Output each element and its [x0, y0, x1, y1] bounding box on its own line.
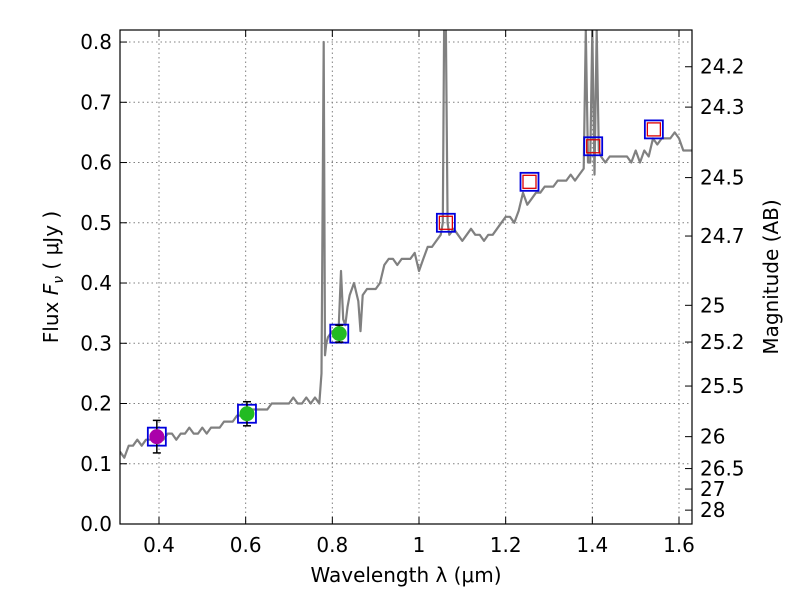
model-flux-box: [519, 171, 540, 192]
observed-flux-point: [438, 215, 454, 230]
y-tick-label: 0.4: [80, 271, 112, 295]
x-tick-label: 0.8: [316, 533, 348, 557]
y2-tick-label: 24.2: [700, 55, 745, 79]
y-tick-label: 0.7: [80, 90, 112, 114]
x-tick-label: 1.6: [663, 533, 695, 557]
y2-tick-label: 25.2: [700, 330, 745, 354]
y-tick-label: 0.3: [80, 331, 112, 355]
y2-tick-label: 24.3: [700, 95, 745, 119]
x-tick-label: 0.6: [230, 533, 262, 557]
observed-flux-point: [239, 406, 255, 422]
x-axis-label: Wavelength λ (μm): [310, 563, 501, 587]
observed-flux-point: [586, 139, 601, 154]
y-axis-label-variable: F: [39, 283, 63, 295]
plot-frame: [119, 29, 693, 525]
series-layer: [120, 30, 692, 459]
y2-tick-label: 26: [700, 425, 725, 449]
y-tick-label: 0.8: [80, 30, 112, 54]
y-axis-label: Flux Fν ( μJy ): [39, 211, 67, 343]
photometry-layer: [146, 119, 664, 454]
y2-tick-label: 25: [700, 293, 725, 317]
x-tick-label: 1: [413, 533, 426, 557]
observed-flux-point: [522, 174, 537, 189]
model-flux-box: [643, 119, 664, 140]
x-tick-label: 0.4: [143, 533, 175, 557]
y2-tick-label: 24.5: [700, 166, 745, 190]
model-flux-box: [583, 136, 604, 157]
y-tick-label: 0.5: [80, 211, 112, 235]
observed-flux-point: [331, 326, 347, 342]
y-axis-label-suffix: ( μJy ): [39, 211, 63, 276]
observed-flux-point: [149, 429, 165, 445]
observed-flux-point: [646, 122, 662, 137]
y2-tick-label: 25.5: [700, 374, 745, 398]
y-tick-label: 0.6: [80, 151, 112, 175]
y-axis-label-subscript: ν: [51, 276, 67, 284]
y-axis-label-prefix: Flux: [39, 295, 63, 343]
y-tick-label: 0.1: [80, 452, 112, 476]
model-flux-box: [435, 212, 456, 233]
y2-tick-label: 24.7: [700, 224, 745, 248]
spectrum-line: [120, 30, 692, 459]
x-tick-label: 1.2: [490, 533, 522, 557]
ticks: 0.4 0.6 0.8 1 1.2 1.4 1.6 0.0 0.1 0.2 0.3 0.4 0.5 0.6…: [80, 30, 745, 557]
y-tick-label: 0.2: [80, 392, 112, 416]
y2-tick-label: 26.5: [700, 457, 745, 481]
y2-tick-label: 28: [700, 498, 725, 522]
y2-axis-label: Magnitude (AB): [759, 199, 783, 354]
y-tick-label: 0.0: [80, 512, 112, 536]
x-tick-label: 1.4: [576, 533, 608, 557]
y2-tick-label: 27: [700, 477, 725, 501]
